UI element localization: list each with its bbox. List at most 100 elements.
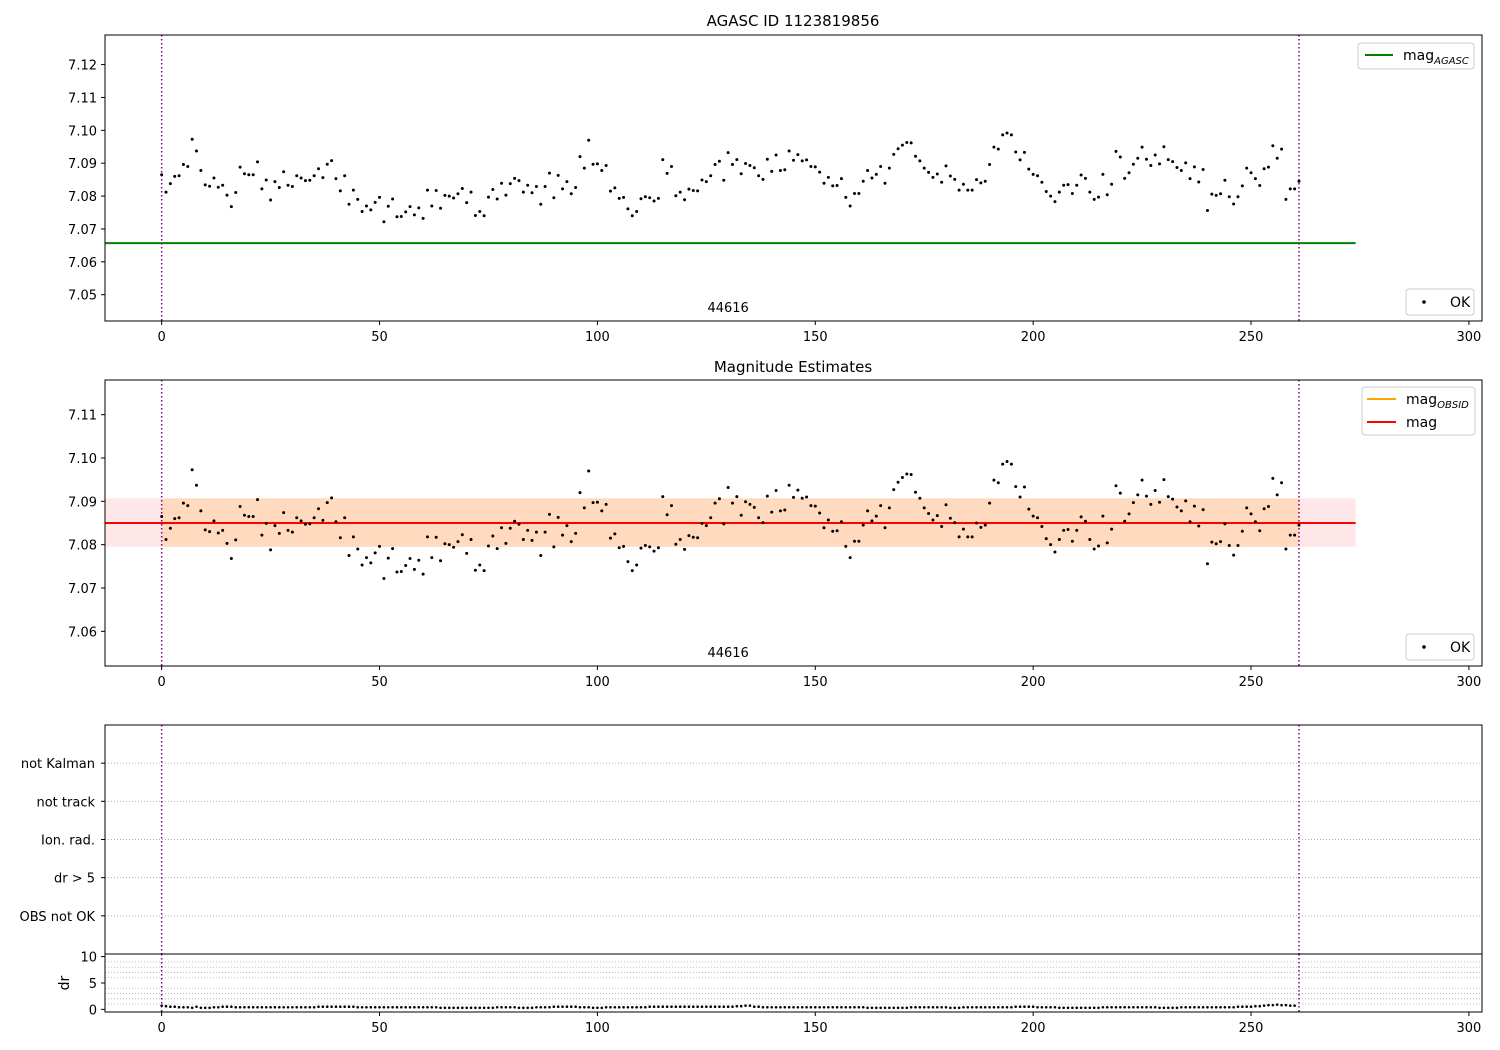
dr-point xyxy=(879,1006,882,1010)
dr-point xyxy=(591,1006,595,1010)
legend-label-ok: OK xyxy=(1450,295,1471,311)
dr-point xyxy=(343,1005,346,1009)
data-point-ok xyxy=(247,173,251,177)
x-tick-label: 200 xyxy=(1021,675,1046,690)
dr-point xyxy=(901,1006,904,1010)
data-point-ok xyxy=(539,554,543,557)
data-point-ok xyxy=(696,536,700,540)
data-point-ok xyxy=(439,559,443,563)
data-point-ok xyxy=(1201,167,1205,171)
data-point-ok xyxy=(1009,133,1013,137)
dr-point xyxy=(665,1005,669,1009)
data-point-ok xyxy=(547,512,551,516)
data-point-ok xyxy=(683,547,687,551)
data-point-ok xyxy=(717,497,721,501)
data-point-ok xyxy=(547,171,551,175)
data-point-ok xyxy=(587,138,591,142)
y-tick-label: 7.09 xyxy=(68,157,97,172)
panel-agasc-points xyxy=(160,131,1301,224)
dr-point xyxy=(761,1005,765,1009)
data-point-ok xyxy=(1240,529,1244,533)
data-point-ok xyxy=(909,472,913,476)
dr-point xyxy=(391,1005,394,1009)
data-point-ok xyxy=(831,184,835,188)
dr-point xyxy=(1105,1005,1109,1009)
data-point-ok xyxy=(857,191,861,195)
data-point-ok xyxy=(364,204,368,208)
data-point-ok xyxy=(591,162,595,166)
data-point-ok xyxy=(356,547,360,551)
data-point-ok xyxy=(378,195,382,199)
data-point-ok xyxy=(312,516,316,520)
dr-point xyxy=(844,1005,848,1009)
dr-point xyxy=(1241,1005,1244,1009)
data-point-ok xyxy=(1275,493,1279,497)
dr-point xyxy=(787,1005,791,1009)
data-point-ok xyxy=(914,490,918,494)
data-point-ok xyxy=(853,191,857,195)
x-tick-label: 50 xyxy=(371,1021,388,1036)
dr-point xyxy=(216,1005,220,1009)
data-point-ok xyxy=(234,190,238,194)
dr-point xyxy=(443,1006,447,1010)
data-point-ok xyxy=(909,141,913,145)
data-point-ok xyxy=(317,167,321,171)
data-point-ok xyxy=(935,172,939,176)
data-point-ok xyxy=(469,537,473,541)
data-point-ok xyxy=(774,153,778,157)
data-point-ok xyxy=(1236,195,1240,199)
data-point-ok xyxy=(1227,195,1231,199)
data-point-ok xyxy=(674,194,678,198)
panel-dr-frame xyxy=(104,953,1483,1013)
data-point-ok xyxy=(643,544,647,548)
data-point-ok xyxy=(1288,187,1292,191)
data-point-ok xyxy=(979,181,983,185)
data-point-ok xyxy=(552,545,556,549)
data-point-ok xyxy=(251,515,255,518)
data-point-ok xyxy=(539,202,543,206)
data-point-ok xyxy=(452,545,456,549)
data-point-ok xyxy=(1062,528,1066,532)
y-tick-label: 7.10 xyxy=(68,452,97,467)
dr-point xyxy=(857,1005,861,1009)
dr-point xyxy=(430,1005,434,1009)
dr-point xyxy=(1206,1005,1209,1009)
legend-label-mag: mag xyxy=(1406,415,1437,431)
x-tick-label: 100 xyxy=(585,1021,610,1036)
data-point-ok xyxy=(208,530,212,534)
dr-point xyxy=(970,1005,974,1009)
data-point-ok xyxy=(983,179,987,183)
dr-point xyxy=(700,1005,704,1009)
dr-point xyxy=(308,1005,312,1009)
dr-point xyxy=(504,1005,508,1009)
data-point-ok xyxy=(648,196,652,200)
dr-point xyxy=(813,1005,817,1009)
dr-point xyxy=(1180,1005,1183,1009)
data-point-ok xyxy=(212,176,216,180)
legend-label-mag-agasc: magAGASC xyxy=(1403,48,1469,67)
dr-point xyxy=(1075,1006,1079,1010)
dr-point xyxy=(587,1005,590,1009)
panel-magnitude-legend-lines: magOBSID mag xyxy=(1361,386,1476,436)
data-point-ok xyxy=(1105,193,1109,197)
data-point-ok xyxy=(1223,522,1227,526)
data-point-ok xyxy=(809,504,813,508)
data-point-ok xyxy=(534,185,538,189)
dr-point xyxy=(944,1005,948,1009)
panel-agasc-x-ticks: 0 50 100 150 200 250 300 xyxy=(158,321,1481,345)
dr-point xyxy=(382,1005,386,1009)
data-point-ok xyxy=(399,214,403,218)
data-point-ok xyxy=(351,535,355,539)
dr-point xyxy=(526,1006,529,1010)
data-point-ok xyxy=(1236,544,1240,548)
data-point-ok xyxy=(386,204,390,208)
data-point-ok xyxy=(216,185,220,189)
data-point-ok xyxy=(617,546,621,550)
dr-point xyxy=(1023,1005,1026,1009)
y-tick-label: 7.05 xyxy=(68,289,97,304)
x-tick-label: 150 xyxy=(803,675,828,690)
data-point-ok xyxy=(1210,192,1214,196)
data-point-ok xyxy=(543,530,547,534)
dr-point xyxy=(404,1005,407,1009)
dr-point xyxy=(822,1005,826,1009)
